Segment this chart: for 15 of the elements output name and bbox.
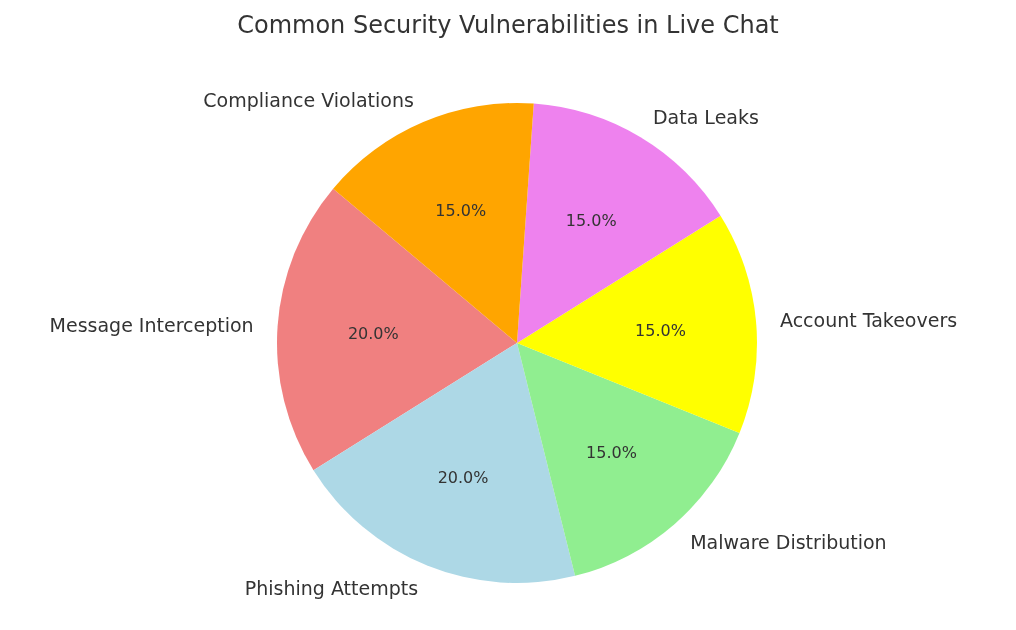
data-label: 15.0% [586,442,637,462]
data-label: 15.0% [635,320,686,340]
slice-label: Account Takeovers [780,308,958,331]
data-label: 20.0% [437,467,489,487]
pie-slice [517,215,757,433]
slice-label: Compliance Violations [203,88,414,111]
pie-slice [277,188,517,471]
chart-title: Common Security Vulnerabilities in Live Chat [236,10,780,41]
data-label: 15.0% [565,210,617,230]
slice-label: Malware Distribution [690,531,887,554]
slice-label: Data Leaks [652,105,759,128]
slice-label: Message Interception [49,313,254,336]
data-label: 20.0% [347,323,399,343]
data-label: 15.0% [435,200,487,220]
slice-label: Phishing Attempts [244,576,419,599]
